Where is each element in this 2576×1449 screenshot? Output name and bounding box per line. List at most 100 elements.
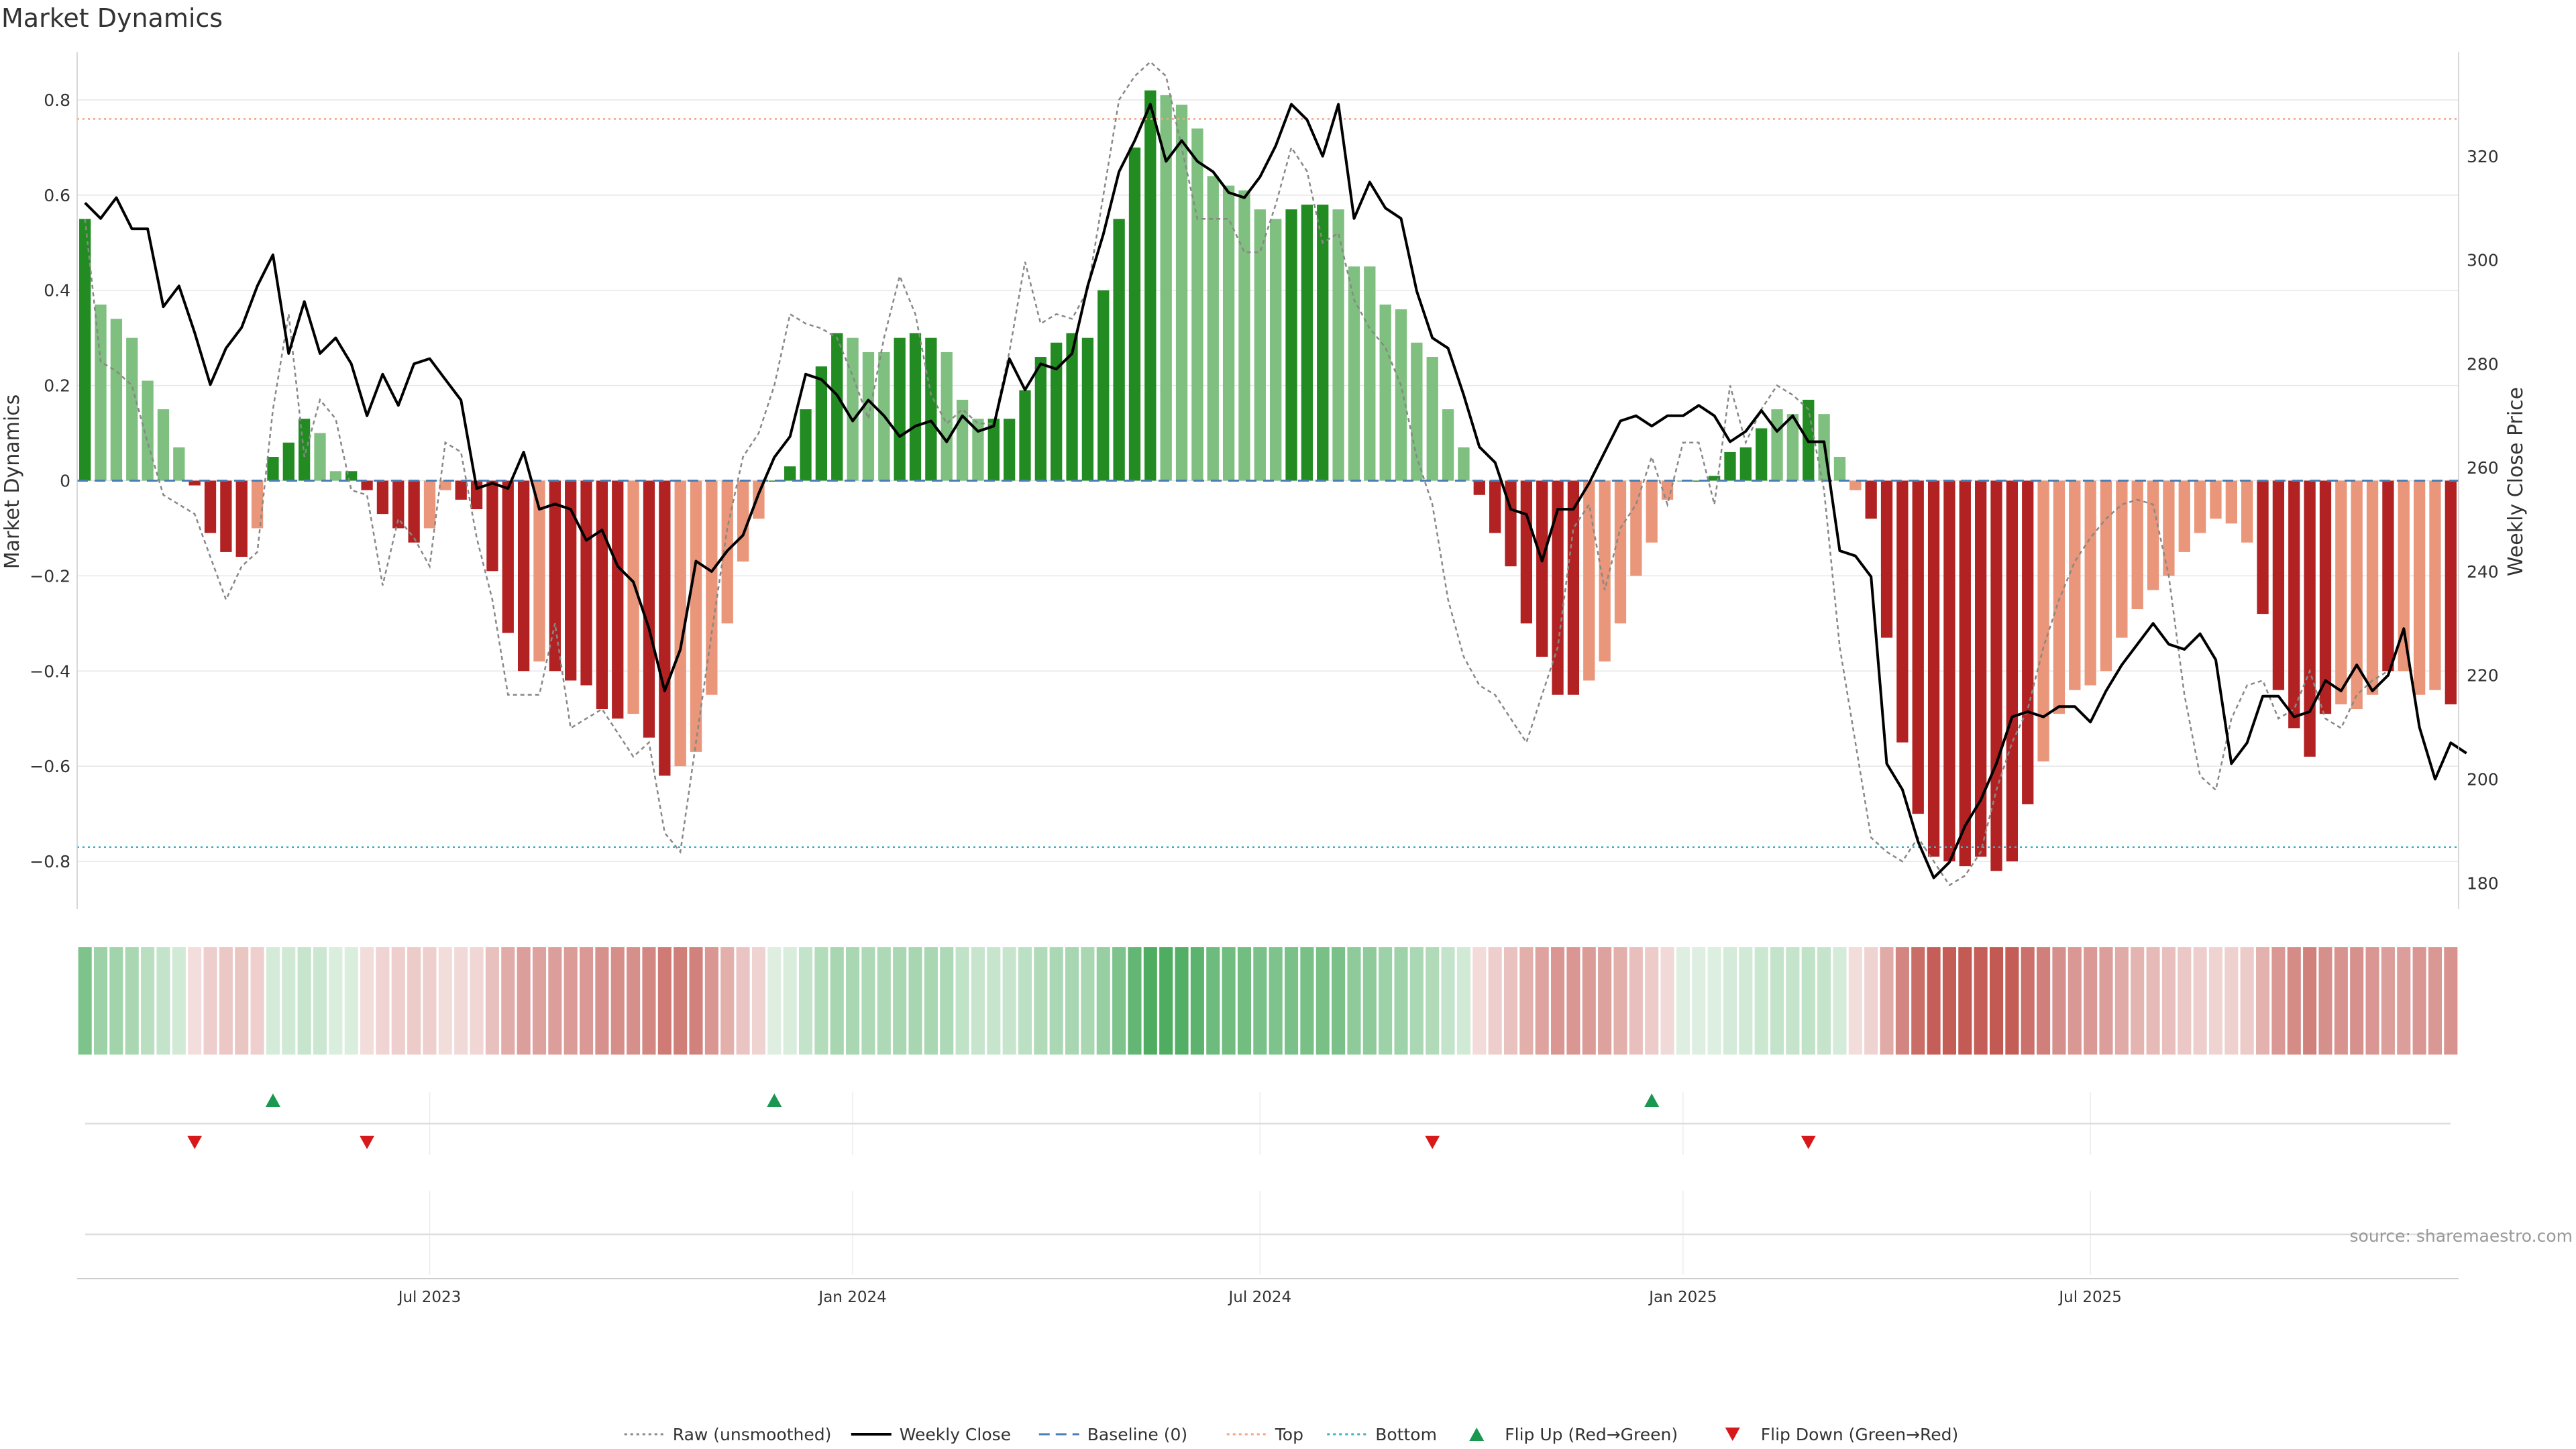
heatmap-cell	[156, 947, 170, 1055]
momentum-bar	[1849, 480, 1862, 490]
momentum-bar	[1708, 476, 1721, 481]
heatmap-cell	[2131, 947, 2145, 1055]
heatmap-cell	[751, 947, 765, 1055]
momentum-bar	[517, 480, 530, 672]
momentum-bar	[1113, 219, 1125, 481]
y-tick-label-left: 0.2	[44, 376, 70, 396]
heatmap-cell	[1723, 947, 1737, 1055]
momentum-bar	[768, 480, 780, 482]
momentum-bar	[1270, 219, 1282, 481]
heatmap-cell	[2021, 947, 2035, 1055]
momentum-bar	[1771, 409, 1783, 481]
momentum-bar	[2241, 480, 2253, 543]
heatmap-cell	[1441, 947, 1455, 1055]
momentum-bar	[643, 480, 655, 738]
heatmap-cell	[1974, 947, 1988, 1055]
momentum-bar	[2147, 480, 2159, 590]
momentum-bar	[1724, 451, 1736, 481]
momentum-bar	[251, 480, 264, 529]
heatmap-cell	[674, 947, 688, 1055]
heatmap-cell	[2287, 947, 2301, 1055]
heatmap-cell	[454, 947, 468, 1055]
momentum-bar	[1458, 447, 1470, 481]
heatmap-cell	[2193, 947, 2207, 1055]
heatmap-cell	[266, 947, 280, 1055]
momentum-bar	[2398, 480, 2410, 672]
momentum-bar	[1285, 209, 1297, 481]
heatmap-cell	[2208, 947, 2223, 1055]
heatmap-cell	[610, 947, 625, 1055]
heatmap-cell	[391, 947, 405, 1055]
y-tick-label-left: 0.4	[44, 281, 70, 301]
momentum-bar	[142, 380, 154, 481]
heatmap-cell	[657, 947, 672, 1055]
momentum-bar	[486, 480, 498, 572]
momentum-bar	[1081, 337, 1094, 481]
heatmap-cell	[501, 947, 515, 1055]
momentum-bar	[1051, 342, 1063, 481]
momentum-bar	[706, 480, 718, 695]
y-tick-label-left: 0.8	[44, 91, 70, 110]
momentum-bar	[502, 480, 514, 633]
x-tick-label: Jul 2023	[397, 1289, 462, 1306]
heatmap-cell	[141, 947, 155, 1055]
heatmap-cell	[955, 947, 969, 1055]
heatmap-cell	[2412, 947, 2426, 1055]
weekly-close-line	[84, 103, 2467, 879]
heatmap-cell	[219, 947, 233, 1055]
heatmap-cell	[1190, 947, 1204, 1055]
heatmap-cell	[1707, 947, 1721, 1055]
heatmap-cell	[1880, 947, 1894, 1055]
heatmap-cell	[1175, 947, 1189, 1055]
legend-label: Baseline (0)	[1087, 1425, 1187, 1444]
heatmap-cell	[580, 947, 594, 1055]
heatmap-cell	[235, 947, 249, 1055]
heatmap-cell	[1206, 947, 1220, 1055]
heatmap-cell	[971, 947, 985, 1055]
momentum-bar	[1833, 457, 1846, 481]
momentum-bar	[110, 319, 123, 481]
momentum-bar	[1332, 209, 1344, 481]
heatmap-cell	[1942, 947, 1956, 1055]
y-tick-label-right: 300	[2467, 251, 2499, 270]
heatmap-cell	[1472, 947, 1487, 1055]
heatmap-cell	[297, 947, 311, 1055]
heatmap-cell	[1895, 947, 1909, 1055]
momentum-bar	[1614, 480, 1627, 624]
heatmap-cell	[877, 947, 891, 1055]
heatmap-cell	[1347, 947, 1361, 1055]
heatmap-cell	[2444, 947, 2458, 1055]
momentum-bar	[2413, 480, 2426, 695]
heatmap-cell	[407, 947, 421, 1055]
heatmap-cell	[940, 947, 954, 1055]
momentum-bar	[1097, 290, 1110, 481]
y-axis-label-left: Market Dynamics	[1, 394, 24, 570]
momentum-bar	[95, 305, 107, 481]
momentum-bar	[1786, 414, 1799, 481]
lines-layer	[77, 60, 2467, 887]
heatmap-cell	[2084, 947, 2098, 1055]
heatmap-cell	[2428, 947, 2443, 1055]
legend-label: Top	[1275, 1425, 1303, 1444]
momentum-bar	[1175, 105, 1188, 481]
momentum-bar	[376, 480, 389, 515]
heatmap-cell	[814, 947, 828, 1055]
heatmap-cell	[329, 947, 343, 1055]
y-tick-label-left: −0.2	[30, 566, 70, 586]
heatmap-cell	[689, 947, 703, 1055]
heatmap-cell	[203, 947, 217, 1055]
momentum-bar	[2022, 480, 2034, 804]
momentum-bar	[612, 480, 624, 719]
momentum-bar	[2319, 480, 2332, 714]
momentum-bar	[79, 219, 91, 481]
heatmap-cell	[2397, 947, 2411, 1055]
y-tick-label-right: 260	[2467, 458, 2499, 478]
momentum-bar	[909, 333, 922, 481]
momentum-bar	[1003, 419, 1016, 481]
momentum-bar	[831, 333, 843, 481]
momentum-bar	[1034, 357, 1046, 481]
heatmap-cell	[1551, 947, 1565, 1055]
heatmap-cell	[704, 947, 718, 1055]
momentum-bar	[1128, 147, 1141, 481]
y-tick-label-right: 320	[2467, 147, 2499, 166]
